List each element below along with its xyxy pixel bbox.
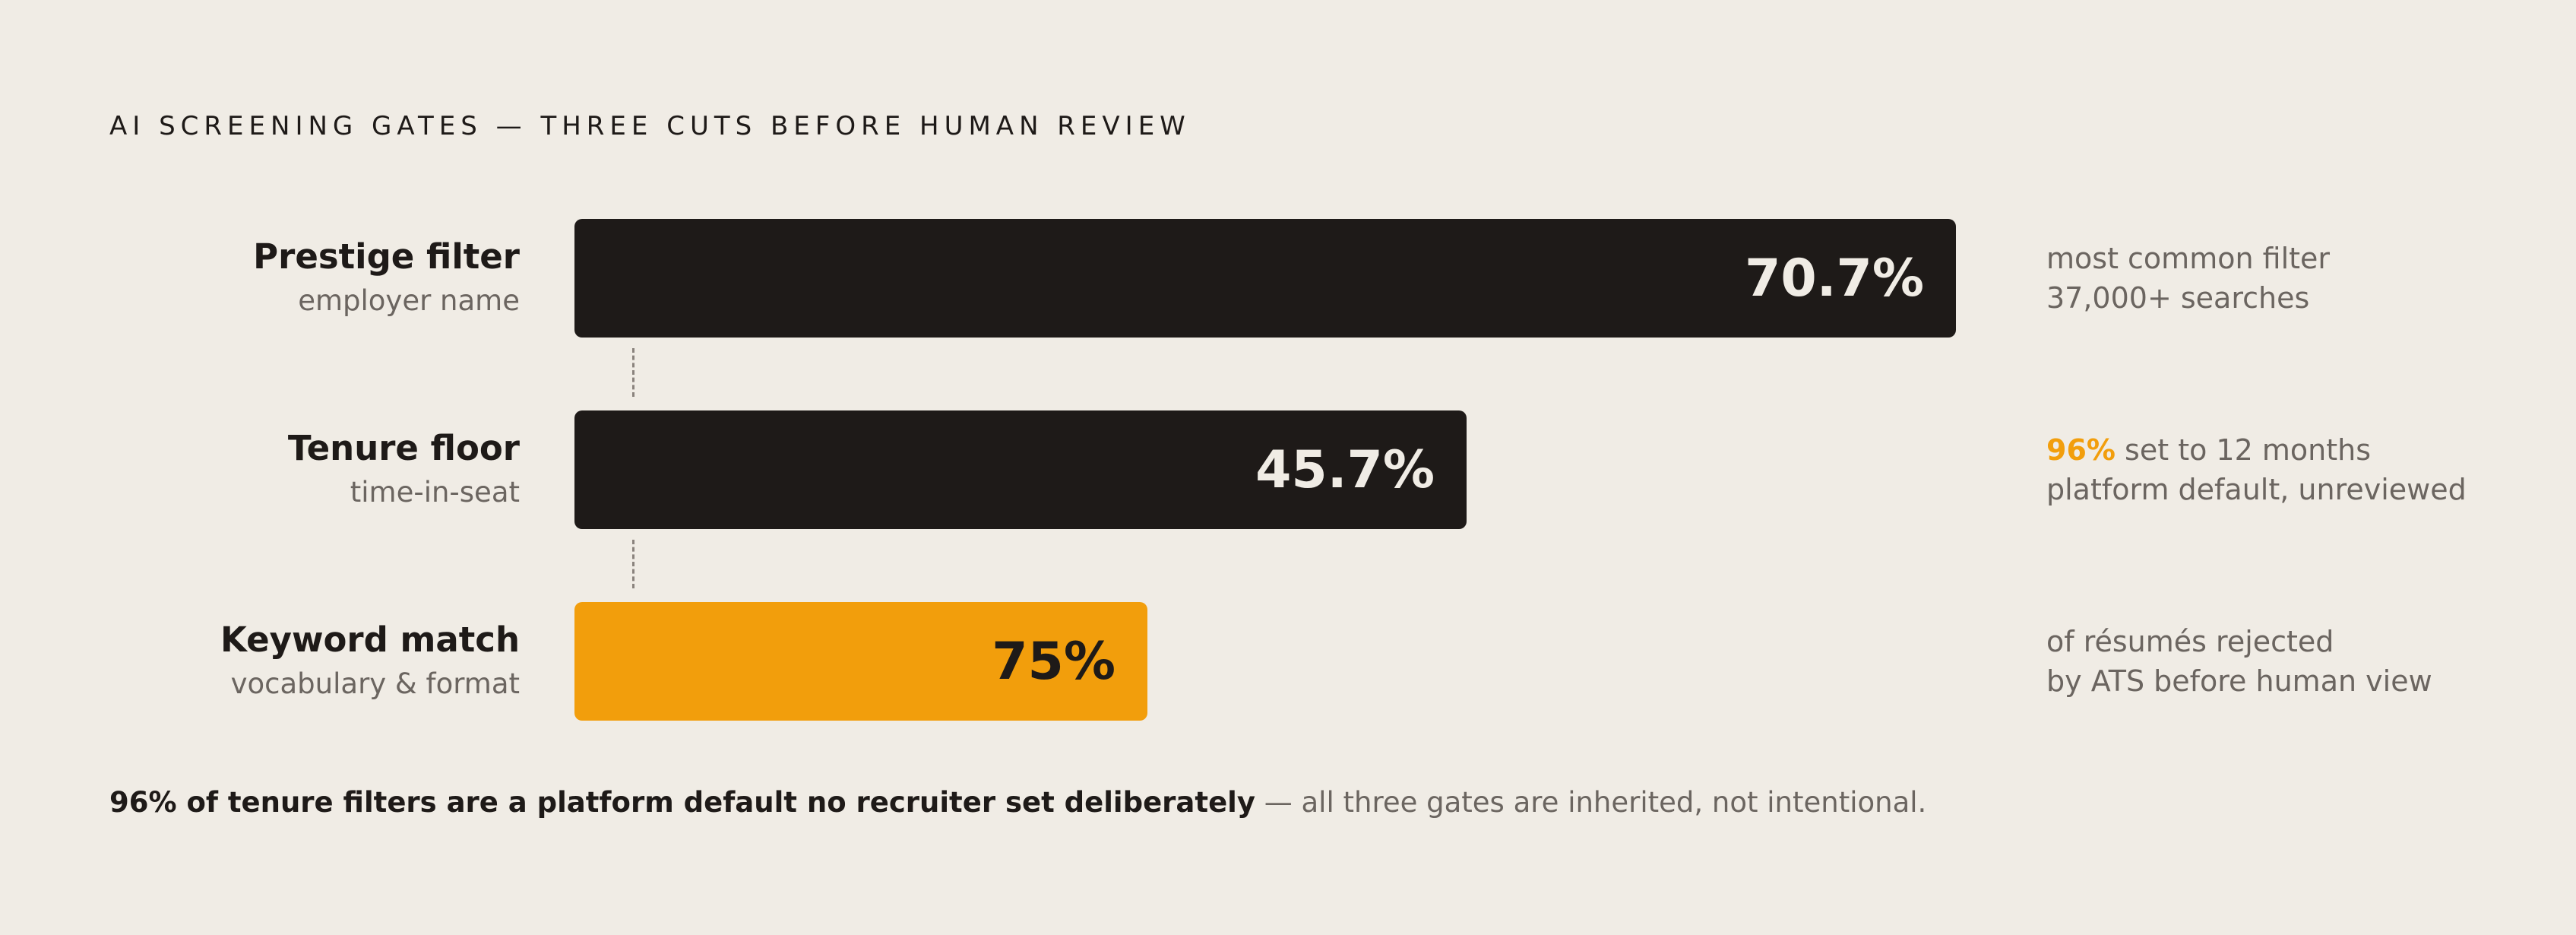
gate-row-prestige: Prestige filter employer name 70.7% most… <box>0 219 2576 338</box>
footer-rest: — all three gates are inherited, not int… <box>1255 786 1927 819</box>
gate-label: Keyword match vocabulary & format <box>220 602 520 721</box>
note-line-2: by ATS before human view <box>2046 664 2432 698</box>
gate-note: of résumés rejected by ATS before human … <box>2046 602 2432 721</box>
note-line-1: 96% set to 12 months <box>2046 430 2467 470</box>
note-text: set to 12 months <box>2115 433 2371 467</box>
footer-caption: 96% of tenure filters are a platform def… <box>109 786 1926 819</box>
note-text: most common filter <box>2046 242 2331 275</box>
gate-subtitle: time-in-seat <box>350 476 520 509</box>
bar-value-label: 45.7% <box>1255 439 1435 500</box>
bar-value-label: 75% <box>992 631 1116 692</box>
gate-row-tenure: Tenure floor time-in-seat 45.7% 96% set … <box>0 410 2576 529</box>
note-text: of résumés rejected <box>2046 625 2334 658</box>
gate-subtitle: vocabulary & format <box>230 667 520 700</box>
dashed-connector <box>632 540 635 588</box>
footer-strong: 96% of tenure filters are a platform def… <box>109 786 1255 819</box>
bar-prestige-filter: 70.7% <box>574 219 1956 338</box>
gate-note: 96% set to 12 months platform default, u… <box>2046 410 2467 529</box>
gate-title: Tenure floor <box>287 428 520 468</box>
gate-title: Prestige filter <box>253 236 520 277</box>
dashed-connector <box>632 348 635 397</box>
bar-tenure-floor: 45.7% <box>574 410 1467 529</box>
note-line-2: platform default, unreviewed <box>2046 473 2467 506</box>
gate-label: Prestige filter employer name <box>253 219 520 338</box>
gate-row-keyword: Keyword match vocabulary & format 75% of… <box>0 602 2576 721</box>
gate-title: Keyword match <box>220 620 520 660</box>
note-line-1: most common filter <box>2046 239 2330 278</box>
gate-subtitle: employer name <box>298 284 520 317</box>
bar-value-label: 70.7% <box>1745 248 1924 309</box>
bar-keyword-match: 75% <box>574 602 1147 721</box>
gate-note: most common filter 37,000+ searches <box>2046 219 2330 338</box>
note-highlight: 96% <box>2046 433 2116 467</box>
note-line-2: 37,000+ searches <box>2046 281 2310 315</box>
gate-label: Tenure floor time-in-seat <box>288 410 520 529</box>
chart-title: AI SCREENING GATES — THREE CUTS BEFORE H… <box>109 111 1191 141</box>
note-line-1: of résumés rejected <box>2046 622 2432 661</box>
